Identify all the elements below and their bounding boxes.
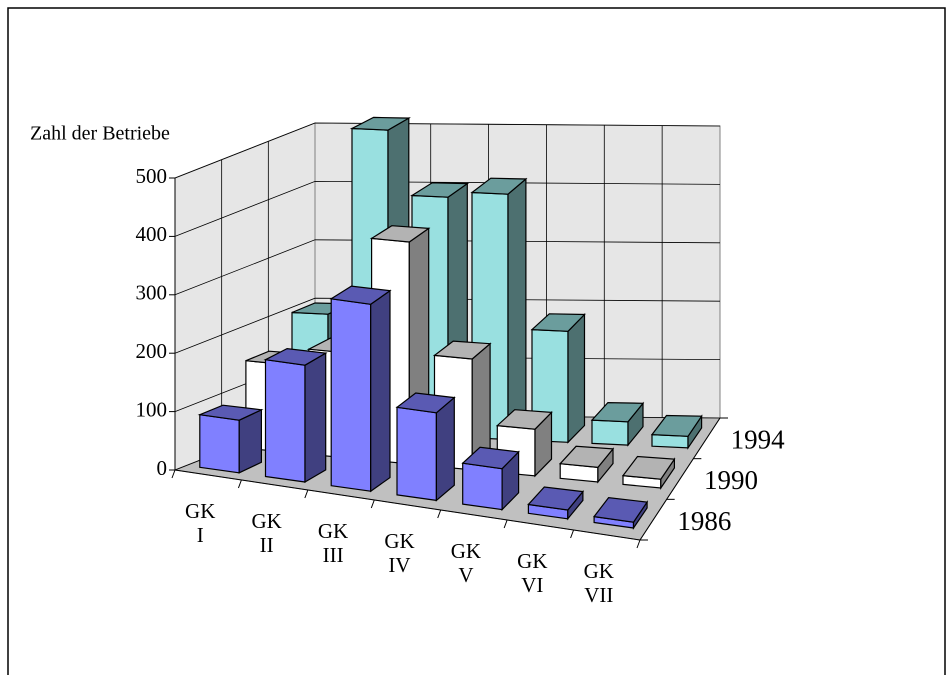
bar	[593, 496, 649, 530]
bar-top	[590, 401, 645, 423]
bar-top	[558, 445, 615, 469]
bar-top	[530, 313, 586, 332]
x-tick	[237, 479, 242, 489]
grid-line	[174, 239, 721, 296]
y-tick-label: 500	[136, 164, 168, 188]
bar-top	[470, 177, 528, 195]
x-tick-label: GK V	[451, 539, 481, 587]
bar-top	[621, 455, 676, 480]
y-tick-label: 0	[157, 456, 168, 480]
bar	[558, 445, 615, 484]
x-tick	[171, 469, 176, 479]
grid-line	[174, 122, 721, 179]
bar-top	[495, 409, 553, 430]
y-axis-title: Zahl der Betriebe	[30, 123, 170, 145]
bar-top	[349, 116, 411, 131]
x-tick-label: GK VI	[517, 549, 547, 597]
legend-label: 1990	[704, 465, 758, 495]
x-tick	[503, 519, 508, 529]
bar-top	[263, 347, 328, 366]
bar-front	[462, 462, 503, 511]
bar-side	[435, 396, 455, 502]
depth-axis	[639, 417, 721, 541]
bar-side	[370, 289, 391, 493]
x-tick	[570, 529, 575, 539]
bar-top	[395, 392, 456, 414]
x-tick	[636, 539, 641, 549]
bar	[590, 401, 645, 447]
x-tick-label: GK III	[318, 519, 348, 567]
grid-line	[174, 180, 721, 237]
y-tick-label: 100	[136, 397, 168, 421]
bar-top	[369, 225, 431, 243]
x-tick-label: GK I	[185, 499, 215, 547]
bar-side	[304, 352, 327, 484]
bar-front	[330, 298, 372, 492]
bar-side	[567, 313, 586, 444]
bar-side	[507, 177, 527, 441]
bar-front	[264, 359, 306, 483]
bar	[527, 486, 585, 521]
x-tick-label: GK IV	[384, 529, 414, 577]
bar-top	[527, 486, 585, 511]
bar	[621, 455, 676, 490]
bar-top	[432, 340, 492, 360]
bar-top	[410, 182, 470, 198]
y-tick-label: 400	[136, 222, 168, 246]
bar	[197, 404, 264, 474]
y-tick-label: 200	[136, 339, 168, 363]
legend-label: 1986	[677, 506, 731, 536]
bar	[650, 414, 703, 450]
bar	[461, 446, 520, 512]
frame	[7, 7, 946, 675]
x-tick	[437, 509, 442, 519]
x-tick-label: GK VII	[584, 559, 614, 607]
x-axis	[174, 469, 641, 541]
bar-top	[650, 414, 703, 437]
bar	[395, 392, 456, 502]
bar-front	[396, 406, 437, 502]
bar-front	[591, 419, 629, 446]
y-tick-label: 300	[136, 281, 168, 305]
bar-top	[329, 285, 392, 305]
bar-top	[593, 496, 649, 523]
x-tick	[304, 489, 309, 499]
bar	[263, 347, 328, 484]
legend-label: 1994	[731, 425, 786, 455]
x-tick	[370, 499, 375, 509]
bar	[329, 285, 392, 493]
x-tick-label: GK II	[251, 509, 281, 557]
bar-top	[197, 404, 264, 421]
bar	[495, 409, 553, 478]
bar-top	[461, 446, 520, 470]
grid-line	[174, 297, 721, 354]
bar-front	[199, 414, 240, 474]
